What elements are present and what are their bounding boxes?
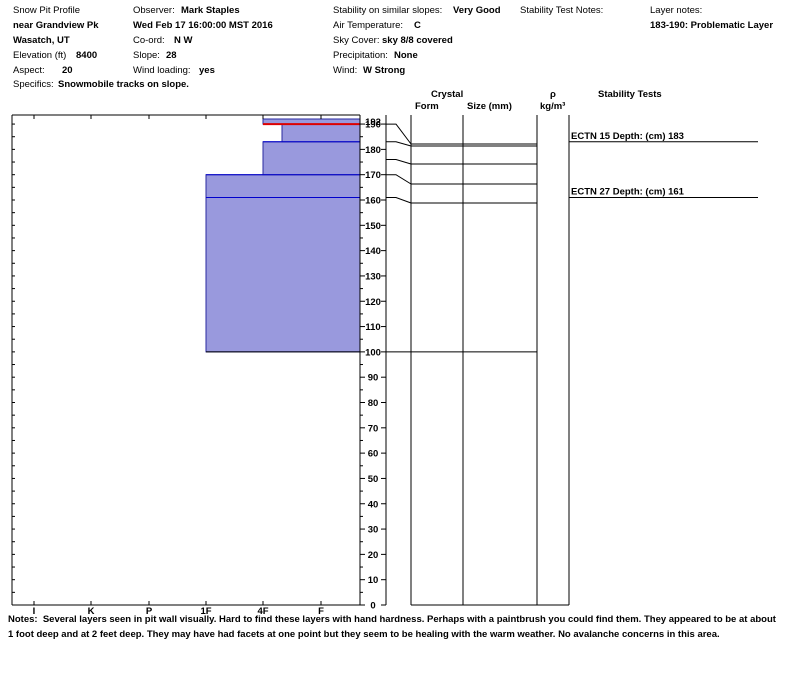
sky-cover-value: sky 8/8 covered — [382, 35, 453, 46]
notes: Notes: Several layers seen in pit wall v… — [8, 612, 778, 642]
hardness-layer-2 — [281, 123, 361, 143]
size-header: Size (mm) — [467, 101, 512, 112]
x-tick-label-5: F — [318, 606, 324, 617]
x-tick-label-1: K — [88, 606, 95, 617]
connector-0 — [386, 123, 412, 145]
coord-label: Co-ord: — [133, 35, 165, 46]
notes-text: Several layers seen in pit wall visually… — [8, 614, 776, 640]
stability-value: Very Good — [453, 5, 501, 16]
air-temp-value: C — [414, 20, 421, 31]
y-tick-label-18: 180 — [365, 145, 381, 156]
y-top-label: 192 — [365, 117, 381, 128]
y-tick-label-3: 30 — [368, 525, 379, 536]
y-tick-label-9: 90 — [368, 373, 379, 384]
location: near Grandview Pk — [13, 20, 99, 31]
y-tick-label-13: 130 — [365, 271, 381, 282]
page-title: Snow Pit Profile — [13, 5, 81, 16]
y-tick-label-1: 10 — [368, 575, 379, 586]
stability-test-label-1: ECTN 27 Depth: (cm) 161 — [571, 186, 685, 197]
y-tick-label-11: 110 — [365, 322, 380, 333]
air-temp-label: Air Temperature: — [333, 20, 404, 31]
form-header: Form — [415, 101, 439, 112]
coord-value: N W — [174, 35, 193, 46]
x-tick-label-2: P — [146, 606, 153, 617]
datetime: Wed Feb 17 16:00:00 MST 2016 — [133, 20, 273, 31]
wind-loading-value: yes — [199, 65, 215, 76]
y-tick-label-16: 160 — [365, 196, 381, 207]
precip-label: Precipitation: — [333, 50, 388, 61]
slope-value: 28 — [166, 50, 177, 61]
connector-1 — [386, 141, 412, 147]
y-tick-label-4: 40 — [368, 499, 379, 510]
y-tick-label-6: 60 — [368, 449, 379, 460]
precip-value: None — [394, 50, 418, 61]
specifics-value: Snowmobile tracks on slope. — [58, 79, 189, 90]
y-tick-label-17: 170 — [365, 170, 381, 181]
wind-label: Wind: — [333, 65, 358, 76]
specifics-label: Specifics: — [13, 79, 54, 90]
stability-label: Stability on similar slopes: — [333, 5, 443, 16]
y-tick-label-15: 150 — [365, 221, 381, 232]
notes-label: Notes: — [8, 614, 38, 625]
y-tick-label-8: 80 — [368, 398, 379, 409]
y-tick-label-12: 120 — [365, 297, 381, 308]
y-tick-label-7: 70 — [368, 423, 379, 434]
layer-note: 183-190: Problematic Layer — [650, 20, 774, 31]
slope-label: Slope: — [133, 50, 160, 61]
y-tick-label-19: 190 — [365, 120, 381, 131]
connector-4 — [386, 196, 412, 204]
layer-notes-label: Layer notes: — [650, 5, 703, 16]
elevation-value: 8400 — [76, 50, 98, 61]
rho-header: ρ — [550, 89, 556, 100]
aspect-value: 20 — [62, 65, 73, 76]
stability-tests-header: Stability Tests — [598, 89, 662, 100]
hardness-layer-1 — [262, 141, 361, 176]
y-tick-label-2: 20 — [368, 550, 379, 561]
aspect-label: Aspect: — [13, 65, 45, 76]
x-tick-label-0: I — [33, 606, 36, 617]
wind-value: W Strong — [363, 65, 406, 76]
observer-label: Observer: — [133, 5, 175, 16]
x-tick-label-4: 4F — [257, 606, 268, 617]
elevation-label: Elevation (ft) — [13, 50, 67, 61]
y-tick-label-14: 140 — [365, 246, 381, 257]
connector-2 — [386, 159, 412, 165]
connector-3 — [386, 174, 412, 185]
stability-test-notes-label: Stability Test Notes: — [520, 5, 604, 16]
y-tick-label-10: 100 — [365, 347, 381, 358]
wind-loading-label: Wind loading: — [133, 65, 191, 76]
x-tick-label-3: 1F — [200, 606, 211, 617]
rho-unit-header: kg/m³ — [540, 101, 566, 112]
stability-test-label-0: ECTN 15 Depth: (cm) 183 — [571, 131, 684, 142]
sky-cover-label: Sky Cover: — [333, 35, 380, 46]
region: Wasatch, UT — [13, 35, 70, 46]
crystal-header: Crystal — [431, 89, 464, 100]
hardness-layer-0 — [205, 174, 361, 353]
y-tick-label-0: 0 — [370, 601, 375, 612]
y-tick-label-5: 50 — [368, 474, 379, 485]
observer-value: Mark Staples — [181, 5, 240, 16]
